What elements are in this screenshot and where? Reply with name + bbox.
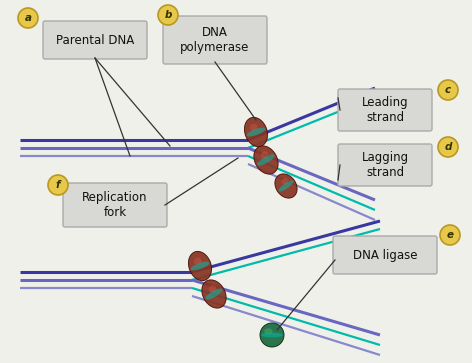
Text: Leading
strand: Leading strand bbox=[362, 96, 408, 124]
Circle shape bbox=[48, 175, 68, 195]
Ellipse shape bbox=[188, 252, 211, 281]
FancyBboxPatch shape bbox=[338, 89, 432, 131]
Ellipse shape bbox=[278, 180, 294, 192]
FancyBboxPatch shape bbox=[338, 144, 432, 186]
Text: b: b bbox=[164, 10, 172, 20]
Text: DNA
polymerase: DNA polymerase bbox=[180, 26, 250, 54]
Text: Parental DNA: Parental DNA bbox=[56, 33, 134, 46]
Ellipse shape bbox=[202, 280, 226, 308]
Text: Replication
fork: Replication fork bbox=[82, 191, 148, 219]
FancyBboxPatch shape bbox=[163, 16, 267, 64]
Ellipse shape bbox=[209, 285, 216, 292]
Circle shape bbox=[438, 80, 458, 100]
Ellipse shape bbox=[261, 151, 268, 158]
Ellipse shape bbox=[194, 258, 202, 265]
Ellipse shape bbox=[260, 323, 284, 347]
Text: d: d bbox=[444, 142, 452, 152]
Text: DNA ligase: DNA ligase bbox=[353, 249, 417, 261]
Ellipse shape bbox=[257, 154, 275, 166]
Ellipse shape bbox=[244, 117, 268, 147]
Ellipse shape bbox=[275, 174, 297, 198]
Ellipse shape bbox=[191, 262, 210, 270]
Circle shape bbox=[18, 8, 38, 28]
Text: a: a bbox=[25, 13, 32, 23]
Text: e: e bbox=[447, 230, 454, 240]
Ellipse shape bbox=[282, 178, 288, 184]
FancyBboxPatch shape bbox=[43, 21, 147, 59]
Circle shape bbox=[438, 137, 458, 157]
Text: Lagging
strand: Lagging strand bbox=[362, 151, 409, 179]
Ellipse shape bbox=[254, 146, 278, 174]
Ellipse shape bbox=[250, 124, 257, 131]
FancyBboxPatch shape bbox=[333, 236, 437, 274]
Ellipse shape bbox=[247, 127, 265, 136]
Ellipse shape bbox=[261, 333, 283, 337]
Circle shape bbox=[158, 5, 178, 25]
Text: f: f bbox=[56, 180, 60, 190]
Text: c: c bbox=[445, 85, 451, 95]
Ellipse shape bbox=[205, 289, 223, 299]
FancyBboxPatch shape bbox=[63, 183, 167, 227]
Circle shape bbox=[440, 225, 460, 245]
Ellipse shape bbox=[264, 329, 273, 334]
